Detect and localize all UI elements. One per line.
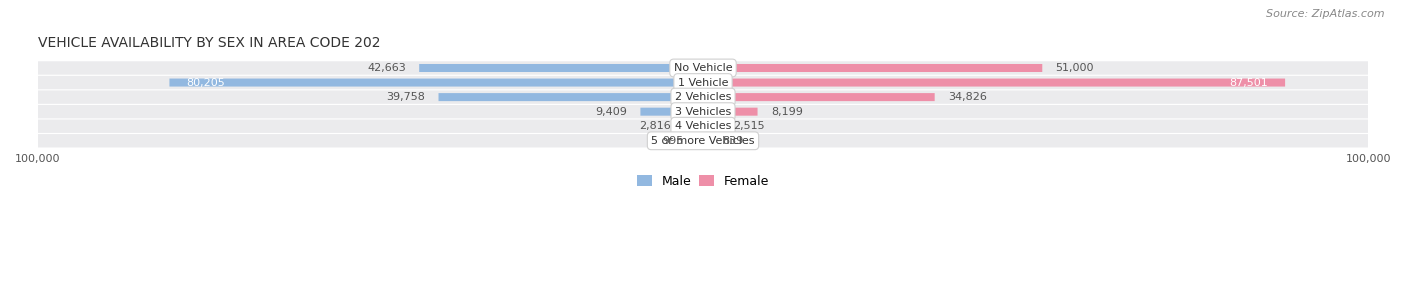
Text: 8,199: 8,199 [770,107,803,117]
Text: 34,826: 34,826 [948,92,987,102]
Text: 3 Vehicles: 3 Vehicles [675,107,731,117]
FancyBboxPatch shape [28,134,1378,147]
Text: 2,515: 2,515 [733,121,765,131]
FancyBboxPatch shape [28,76,1378,89]
FancyBboxPatch shape [703,93,935,101]
FancyBboxPatch shape [703,108,758,116]
Text: 5 or more Vehicles: 5 or more Vehicles [651,136,755,146]
Text: 9,409: 9,409 [595,107,627,117]
Text: 51,000: 51,000 [1056,63,1094,73]
Text: 87,501: 87,501 [1230,77,1268,88]
Text: 839: 839 [721,136,744,146]
FancyBboxPatch shape [419,64,703,72]
FancyBboxPatch shape [28,90,1378,104]
FancyBboxPatch shape [170,79,703,87]
Text: 1 Vehicle: 1 Vehicle [678,77,728,88]
FancyBboxPatch shape [685,122,703,130]
Text: 2,816: 2,816 [640,121,671,131]
FancyBboxPatch shape [703,137,709,145]
FancyBboxPatch shape [703,79,1285,87]
Text: VEHICLE AVAILABILITY BY SEX IN AREA CODE 202: VEHICLE AVAILABILITY BY SEX IN AREA CODE… [38,36,380,50]
FancyBboxPatch shape [703,122,720,130]
Text: Source: ZipAtlas.com: Source: ZipAtlas.com [1267,9,1385,19]
FancyBboxPatch shape [696,137,703,145]
Text: 2 Vehicles: 2 Vehicles [675,92,731,102]
Text: 39,758: 39,758 [387,92,425,102]
FancyBboxPatch shape [703,64,1042,72]
FancyBboxPatch shape [28,61,1378,75]
Legend: Male, Female: Male, Female [633,171,773,192]
FancyBboxPatch shape [28,120,1378,133]
Text: No Vehicle: No Vehicle [673,63,733,73]
Text: 4 Vehicles: 4 Vehicles [675,121,731,131]
Text: 42,663: 42,663 [367,63,406,73]
Text: 995: 995 [662,136,683,146]
Text: 80,205: 80,205 [186,77,225,88]
FancyBboxPatch shape [640,108,703,116]
FancyBboxPatch shape [28,105,1378,118]
FancyBboxPatch shape [439,93,703,101]
